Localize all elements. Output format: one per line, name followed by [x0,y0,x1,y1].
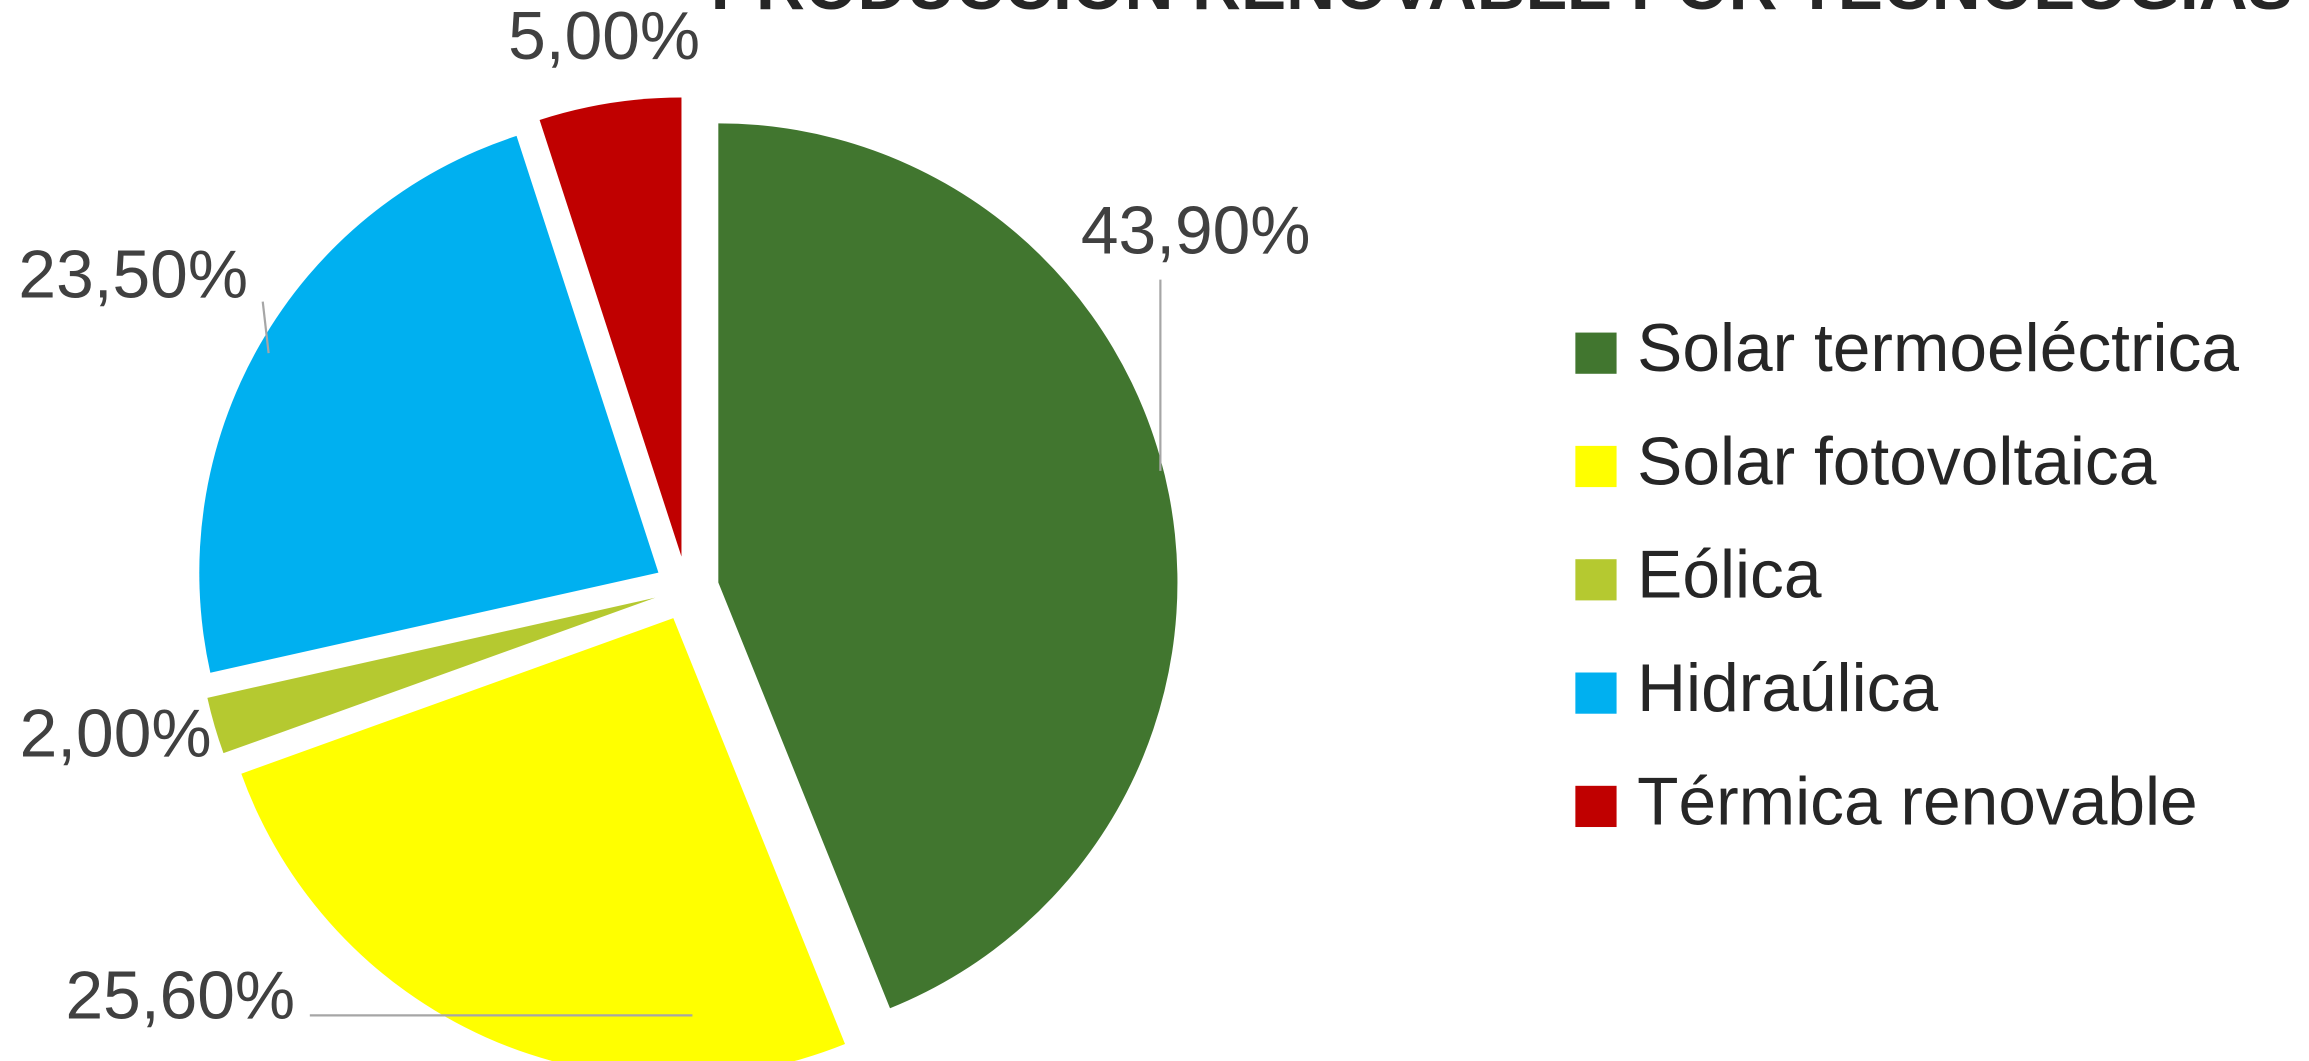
legend-label: Hidraúlica [1637,651,1938,726]
leader-line [261,301,270,354]
data-label: 25,60% [66,959,296,1034]
legend-swatch [1575,672,1617,714]
pie-slice [241,618,846,1061]
legend-label: Solar termoeléctrica [1637,311,2239,386]
pie-slice [199,135,659,673]
legend-swatch [1575,559,1617,601]
legend-swatch [1575,785,1617,828]
pie-slice [539,97,682,557]
legend-swatch [1575,445,1617,488]
pie-slice [207,597,656,754]
legend-label: Solar fotovoltaica [1637,424,2157,499]
legend-swatch [1575,332,1617,374]
chart-title: PRODUCCIÓN RENOVABLE POR TECNOLOGÍAS [711,0,2293,24]
data-label: 23,50% [18,237,248,312]
data-label: 2,00% [20,697,212,772]
legend-label: Térmica renovable [1637,764,2198,839]
legend-label: Eólica [1637,538,1822,613]
pie-slice [718,123,1178,1009]
data-label: 5,00% [508,0,700,74]
data-label: 43,90% [1081,193,1311,268]
